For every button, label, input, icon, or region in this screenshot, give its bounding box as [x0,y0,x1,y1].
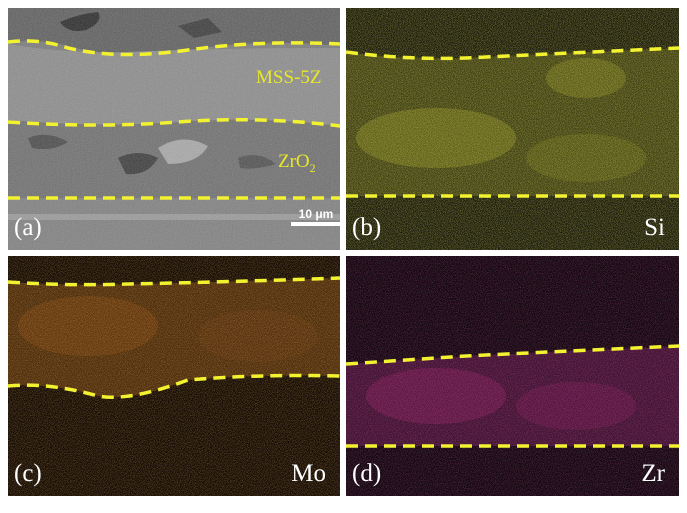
scale-bar: 10 μm [291,208,340,226]
sem-micrograph [8,8,340,250]
scale-bar-line [291,222,340,226]
panel-label-b: (b) [352,214,382,241]
panel-label-c: (c) [14,460,42,487]
scale-bar-label: 10 μm [298,207,334,221]
mo-elemental-map [8,256,340,496]
element-label-zr: Zr [641,460,665,487]
element-label-mo: Mo [291,460,326,487]
sem-image-panel: MSS-5Z ZrO2 10 μm (a) [8,8,340,250]
si-elemental-map [346,8,679,250]
si-map-panel: (b) Si [346,8,679,250]
layer-label-zro2: ZrO2 [278,151,316,175]
panel-label-d: (d) [352,460,382,487]
panel-label-a: (a) [14,214,42,241]
zr-elemental-map [346,256,679,496]
layer-label-mss-5z: MSS-5Z [256,67,322,88]
element-label-si: Si [644,214,665,241]
zr-map-panel: (d) Zr [346,256,679,496]
mo-map-panel: (c) Mo [8,256,340,496]
